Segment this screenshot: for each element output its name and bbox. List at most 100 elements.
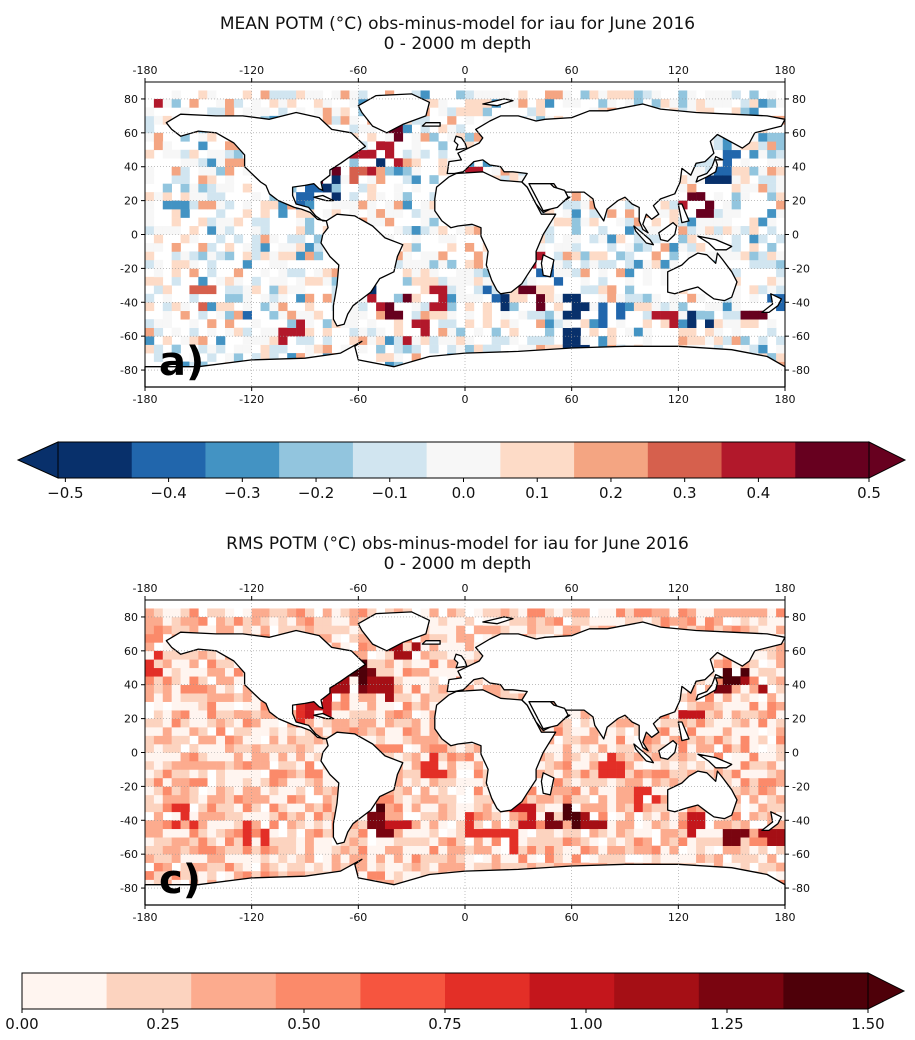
- grid-cell: [687, 837, 697, 846]
- grid-cell: [420, 845, 430, 855]
- grid-cell: [207, 268, 217, 278]
- grid-cell: [313, 310, 324, 320]
- grid-cell: [420, 251, 430, 261]
- y-tick-label-left: 0: [131, 229, 138, 242]
- grid-cell: [687, 803, 697, 813]
- grid-cell: [402, 701, 412, 711]
- grid-cell: [296, 217, 306, 227]
- colorbar-segment: [360, 973, 446, 1009]
- grid-cell: [429, 727, 439, 736]
- grid-cell: [305, 608, 315, 618]
- grid-cell: [562, 268, 572, 278]
- grid-cell: [607, 845, 617, 855]
- grid-cell: [216, 192, 226, 201]
- grid-cell: [269, 786, 279, 796]
- grid-cell: [331, 854, 341, 863]
- land-polygon: [695, 155, 724, 183]
- grid-cell: [482, 285, 492, 295]
- grid-cell: [207, 710, 217, 719]
- grid-cell: [767, 693, 777, 702]
- grid-cell: [180, 310, 190, 320]
- grid-cell: [305, 344, 315, 354]
- grid-cell: [731, 752, 741, 762]
- grid-cell: [447, 319, 457, 328]
- grid-cell: [349, 336, 359, 345]
- grid-cell: [278, 769, 288, 779]
- grid-cell: [269, 727, 279, 736]
- grid-cell: [216, 302, 226, 312]
- grid-cell: [749, 98, 759, 108]
- grid-cell: [731, 107, 741, 117]
- grid-cell: [589, 209, 599, 218]
- grid-cell: [749, 251, 759, 261]
- grid-cell: [358, 820, 368, 830]
- grid-cell: [153, 871, 164, 880]
- grid-cell: [456, 828, 466, 838]
- grid-cell: [589, 854, 599, 863]
- grid-cell: [642, 302, 652, 312]
- grid-cell: [278, 794, 288, 804]
- grid-cell: [438, 820, 448, 830]
- x-tick-label-bottom: -120: [239, 911, 264, 924]
- grid-cell: [633, 242, 644, 252]
- grid-cell: [687, 234, 697, 244]
- grid-cell: [767, 862, 777, 872]
- grid-cell: [358, 302, 368, 312]
- grid-cell: [749, 752, 759, 762]
- grid-cell: [385, 132, 395, 142]
- grid-cell: [536, 336, 546, 345]
- grid-cell: [385, 854, 395, 863]
- grid-cell: [367, 217, 377, 227]
- grid-cell: [713, 90, 724, 100]
- grid-cell: [509, 336, 519, 345]
- grid-cell: [465, 659, 475, 669]
- grid-cell: [633, 803, 644, 813]
- grid-cell: [722, 727, 732, 736]
- grid-cell: [447, 234, 457, 244]
- grid-cell: [731, 862, 741, 872]
- grid-cell: [322, 862, 332, 872]
- grid-cell: [296, 285, 306, 295]
- grid-cell: [260, 794, 270, 804]
- grid-cell: [145, 107, 155, 117]
- grid-cell: [251, 217, 261, 227]
- grid-cell: [251, 319, 261, 328]
- grid-cell: [331, 727, 341, 736]
- grid-cell: [216, 276, 226, 286]
- grid-cell: [296, 353, 306, 362]
- grid-cell: [545, 803, 555, 813]
- grid-cell: [162, 845, 172, 855]
- grid-cell: [207, 217, 217, 227]
- grid-cell: [305, 837, 315, 846]
- grid-cell: [305, 226, 315, 235]
- grid-cell: [420, 820, 430, 830]
- grid-cell: [216, 811, 226, 821]
- grid-cell: [767, 794, 777, 804]
- panel-a-title: MEAN POTM (°C) obs-minus-model for iau f…: [219, 14, 696, 34]
- grid-cell: [207, 752, 217, 762]
- grid-cell: [305, 327, 315, 337]
- grid-cell: [162, 676, 172, 686]
- grid-cell: [340, 616, 350, 626]
- grid-cell: [660, 718, 670, 728]
- grid-cell: [278, 242, 288, 252]
- grid-cell: [305, 862, 315, 872]
- grid-cell: [162, 693, 172, 702]
- grid-cell: [722, 676, 732, 686]
- grid-cell: [536, 769, 546, 779]
- grid-cell: [669, 710, 679, 719]
- grid-cell: [687, 327, 697, 337]
- grid-cell: [660, 616, 670, 626]
- y-tick-label-right: -60: [792, 848, 810, 861]
- grid-cell: [607, 744, 617, 753]
- grid-cell: [687, 608, 697, 618]
- grid-cell: [402, 192, 412, 201]
- grid-cell: [562, 786, 572, 796]
- grid-cell: [722, 90, 732, 100]
- grid-cell: [749, 226, 759, 235]
- grid-cell: [767, 226, 777, 235]
- grid-cell: [153, 777, 164, 787]
- grid-cell: [776, 845, 786, 855]
- grid-cell: [678, 684, 688, 694]
- grid-cell: [171, 845, 181, 855]
